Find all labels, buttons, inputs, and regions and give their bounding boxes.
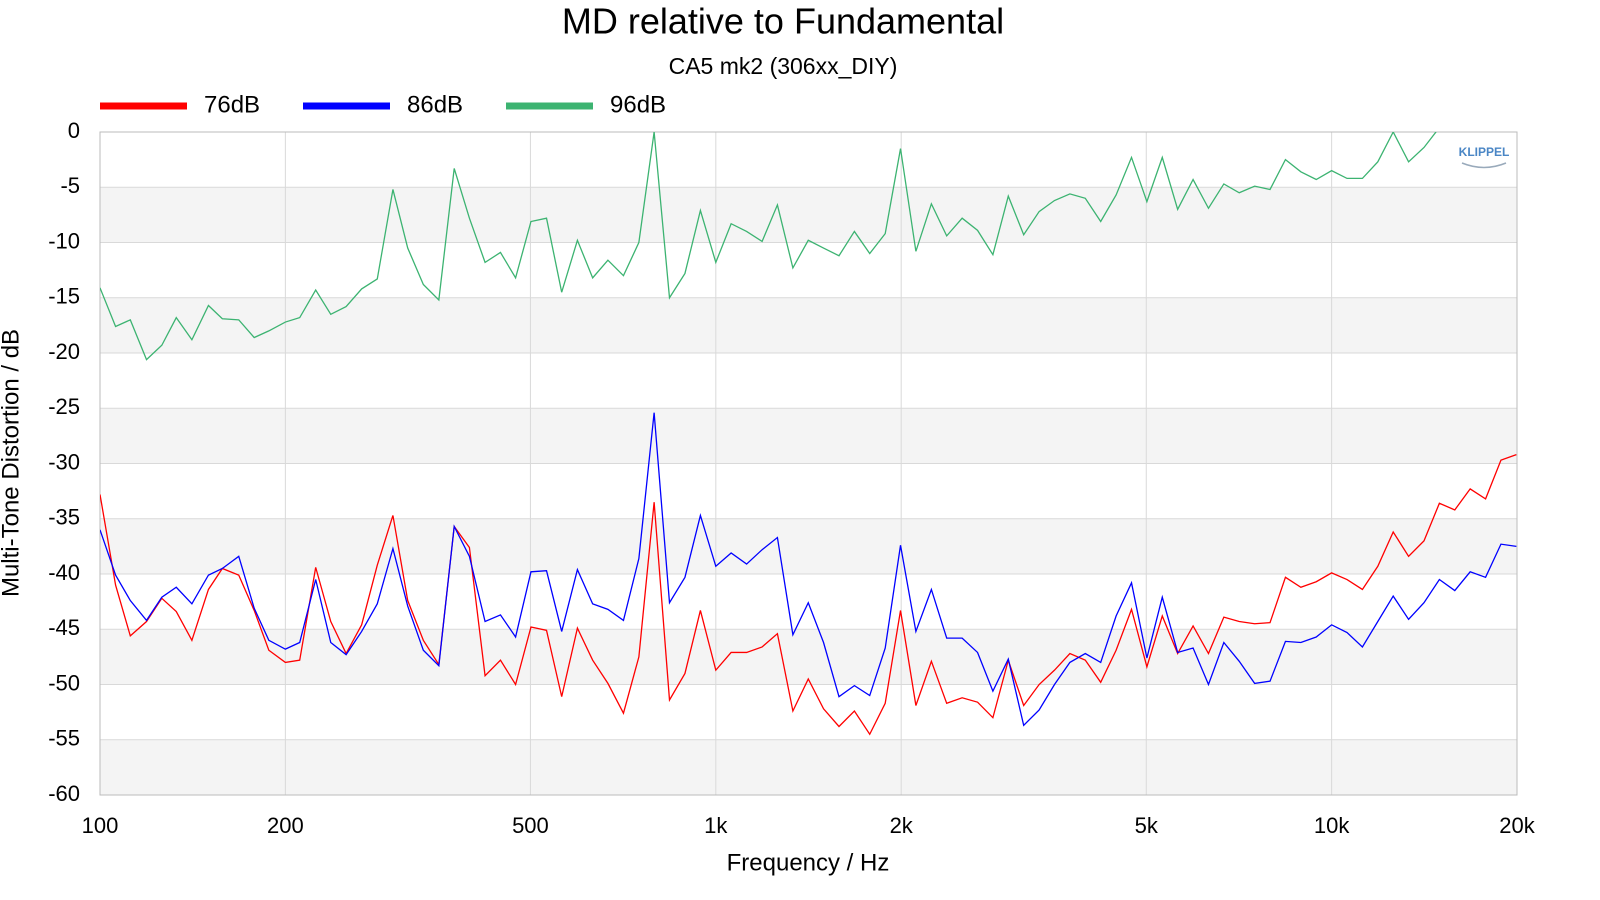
y-tick-label: -35: [48, 505, 80, 530]
x-tick-label: 100: [82, 813, 119, 838]
plot-border: [99, 131, 1518, 796]
series-line: [100, 132, 1437, 361]
y-tick-label: -30: [48, 449, 80, 474]
x-tick-label: 20k: [1499, 813, 1535, 838]
y-tick-label: -20: [48, 339, 80, 364]
series-line: [100, 454, 1517, 736]
x-tick-label: 5k: [1135, 813, 1159, 838]
x-tick-label: 1k: [704, 813, 728, 838]
x-tick-label: 200: [267, 813, 304, 838]
band: [100, 739, 1517, 795]
bands: [100, 187, 1517, 795]
y-tick-label: 0: [68, 118, 80, 143]
band: [100, 187, 1517, 243]
chart-subtitle: CA5 mk2 (306xx_DIY): [669, 53, 898, 79]
band: [100, 297, 1517, 353]
y-tick-label: -45: [48, 615, 80, 640]
x-axis-label: Frequency / Hz: [727, 849, 890, 876]
y-tick-label: -55: [48, 726, 80, 751]
grid: [99, 131, 1518, 796]
y-tick-label: -10: [48, 228, 80, 253]
band: [100, 408, 1517, 464]
band: [100, 518, 1517, 574]
y-tick-label: -60: [48, 781, 80, 806]
x-tick-label: 500: [512, 813, 549, 838]
logo-arc: [1461, 162, 1507, 169]
chart-title: MD relative to Fundamental: [562, 1, 1004, 42]
legend-label: 86dB: [407, 91, 463, 118]
logo: KLIPPEL: [1459, 145, 1510, 159]
y-axis-label: Multi-Tone Distortion / dB: [0, 329, 24, 597]
x-tick-label: 2k: [890, 813, 914, 838]
x-tick-label: 10k: [1314, 813, 1350, 838]
band: [100, 629, 1517, 685]
y-tick-label: -40: [48, 560, 80, 585]
series-line: [100, 412, 1517, 727]
y-tick-label: -50: [48, 670, 80, 695]
lines: [100, 132, 1517, 736]
y-tick-label: -15: [48, 284, 80, 309]
legend-label: 76dB: [204, 91, 260, 118]
y-tick-label: -5: [60, 173, 80, 198]
legend-label: 96dB: [610, 91, 666, 118]
y-tick-label: -25: [48, 394, 80, 419]
